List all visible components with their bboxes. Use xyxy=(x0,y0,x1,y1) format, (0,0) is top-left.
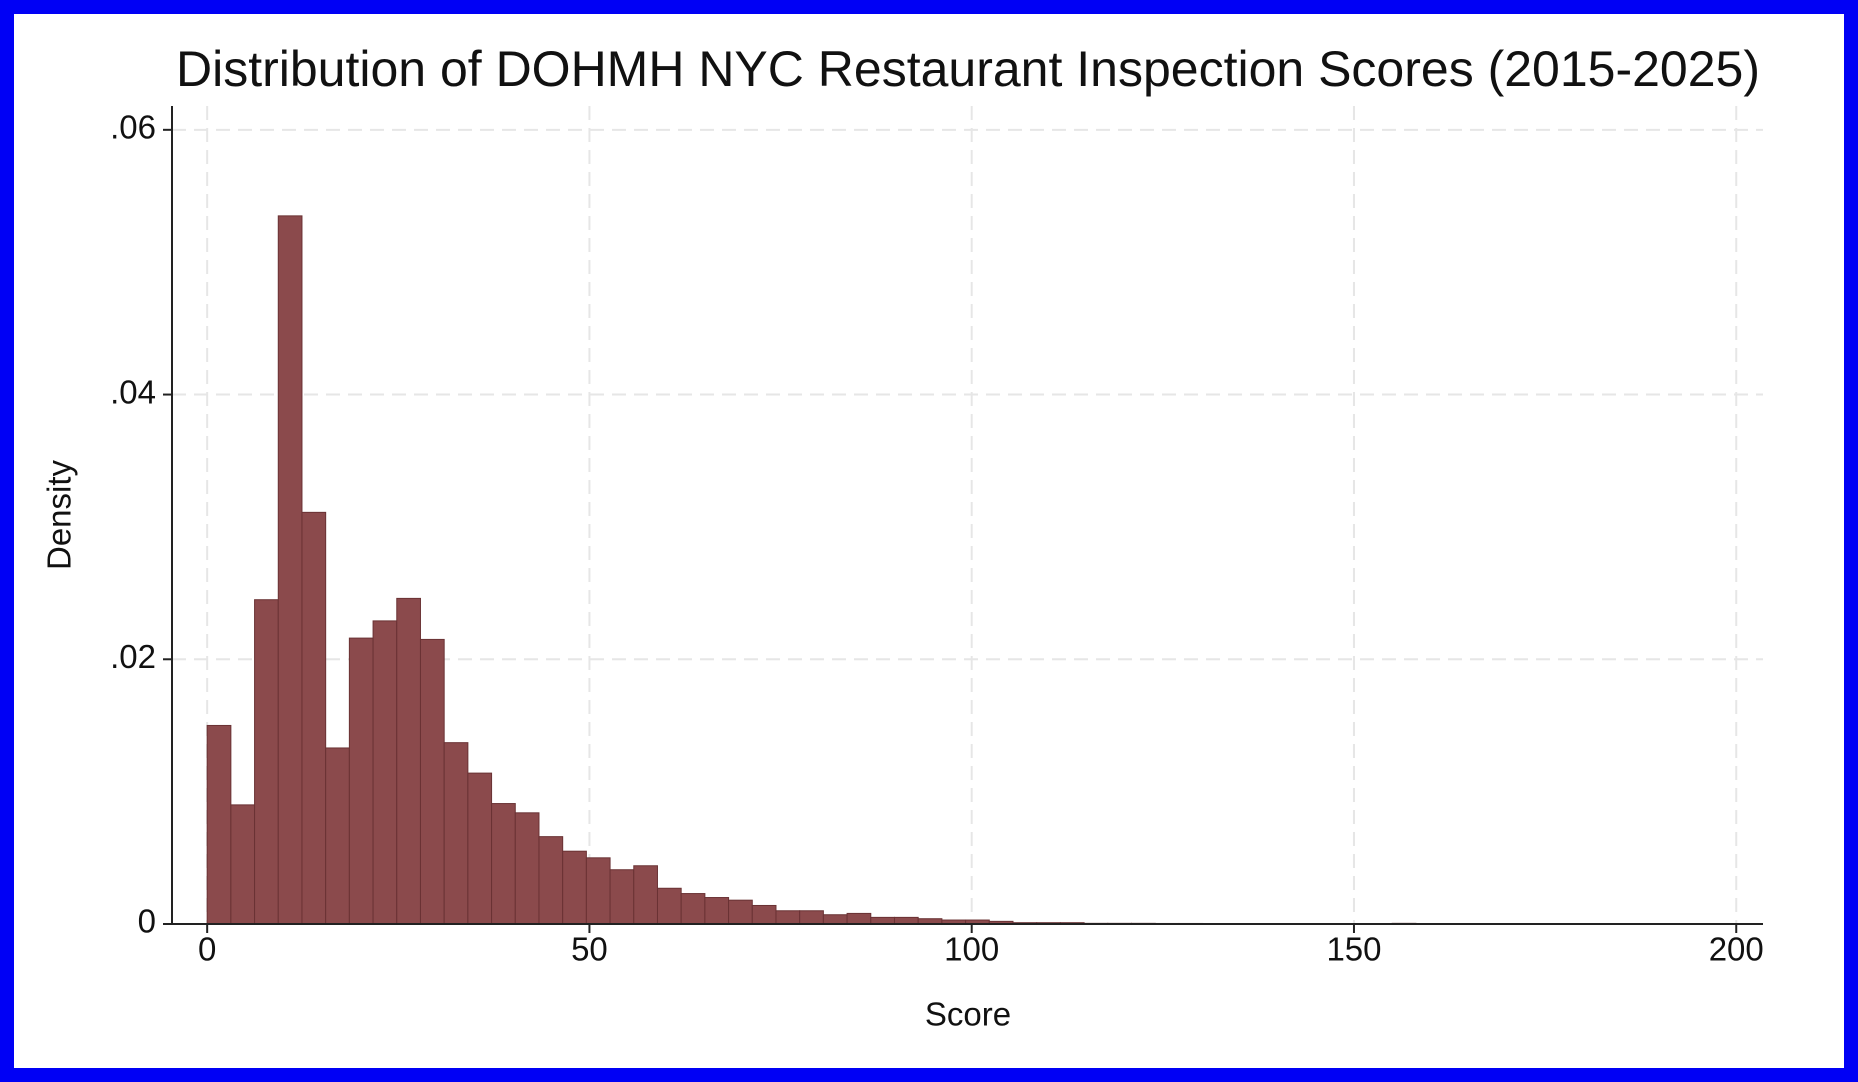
bar xyxy=(348,637,374,925)
bar xyxy=(443,742,469,925)
bar xyxy=(467,772,493,925)
bar xyxy=(419,638,445,925)
y-tick-label: .04 xyxy=(110,373,156,410)
bar xyxy=(633,865,658,925)
bar xyxy=(609,869,635,925)
bar xyxy=(254,599,279,925)
y-tick-label: .06 xyxy=(110,109,156,146)
x-tick-label: 200 xyxy=(1709,931,1764,968)
bar xyxy=(822,914,848,925)
x-axis-label: Score xyxy=(925,996,1011,1033)
bar xyxy=(325,747,350,925)
bar xyxy=(704,897,730,925)
x-tick-label: 0 xyxy=(198,931,216,968)
y-tick-label: 0 xyxy=(138,903,156,940)
x-tick-label: 100 xyxy=(944,931,999,968)
bar xyxy=(206,724,232,925)
y-axis-label: Density xyxy=(41,459,78,570)
y-tick-label: .02 xyxy=(110,638,156,675)
bar xyxy=(538,836,564,925)
bar xyxy=(491,803,516,925)
x-tick-label: 150 xyxy=(1326,931,1381,968)
bar xyxy=(846,912,872,925)
bar xyxy=(301,511,327,925)
bar xyxy=(680,893,706,925)
bar xyxy=(396,597,421,925)
bar xyxy=(277,215,303,925)
chart-title: Distribution of DOHMH NYC Restaurant Ins… xyxy=(176,41,1760,97)
bar xyxy=(562,850,587,925)
bar xyxy=(230,804,256,925)
bar xyxy=(799,910,824,925)
bar xyxy=(372,620,398,925)
bar xyxy=(585,857,611,925)
bar xyxy=(751,904,777,925)
bar xyxy=(656,887,682,925)
x-tick-label: 50 xyxy=(571,931,608,968)
bar xyxy=(728,899,753,925)
bar xyxy=(514,812,540,925)
bar xyxy=(775,910,801,925)
